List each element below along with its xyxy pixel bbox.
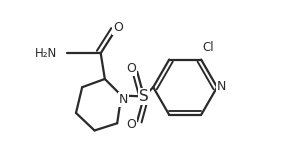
Text: O: O bbox=[126, 118, 136, 131]
Text: O: O bbox=[126, 62, 136, 75]
Text: N: N bbox=[217, 80, 226, 93]
Text: H₂N: H₂N bbox=[35, 47, 57, 60]
Text: N: N bbox=[119, 93, 128, 106]
Text: O: O bbox=[113, 21, 123, 34]
Text: Cl: Cl bbox=[202, 41, 214, 54]
Text: S: S bbox=[139, 89, 149, 104]
